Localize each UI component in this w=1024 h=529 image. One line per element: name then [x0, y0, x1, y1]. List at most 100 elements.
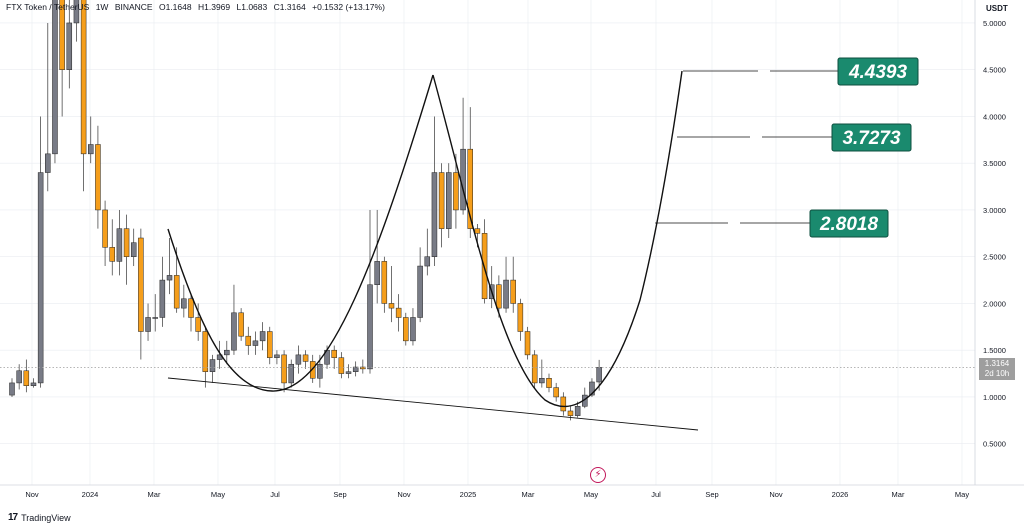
candle-up [424, 256, 431, 267]
candle-up [596, 367, 602, 383]
time-tick-label: 2024 [82, 490, 99, 499]
price-tick-label: 1.0000 [983, 393, 1006, 402]
candle-down [381, 261, 388, 304]
candle-up [295, 354, 302, 365]
candle-up [159, 279, 166, 318]
current-price-label: 1.3164 2d 10h [979, 358, 1015, 380]
candle-down [388, 303, 395, 309]
candle-down [331, 349, 337, 358]
candle-up [224, 349, 230, 356]
time-tick-label: Mar [148, 490, 161, 499]
candle-up [539, 378, 545, 384]
candle-down [553, 387, 559, 398]
candle-down [403, 317, 409, 342]
candle-down [338, 357, 345, 374]
candle-up [209, 359, 216, 372]
candle-up [417, 265, 423, 318]
support-trendline [167, 377, 699, 431]
candle-up [152, 317, 158, 319]
cup-curve-left [167, 74, 434, 392]
candle-up [345, 371, 352, 374]
candle-up [30, 382, 37, 386]
candle-down [245, 335, 252, 346]
ohlc-change: +0.1532 (+13.17%) [312, 2, 385, 12]
candle-down [267, 331, 273, 358]
time-tick-label: May [584, 490, 598, 499]
candle-down [309, 361, 316, 379]
candle-up [45, 153, 51, 173]
candle-down [138, 237, 144, 332]
candle-up [130, 242, 137, 257]
candle-up [166, 275, 173, 281]
candle-up [503, 279, 509, 309]
target-label: 2.8018 [819, 214, 879, 235]
time-tick-label: Sep [333, 490, 346, 499]
flash-icon[interactable]: ⚡ [590, 467, 606, 483]
target-box [831, 123, 912, 152]
candle-up [460, 148, 466, 211]
candle-up [431, 172, 438, 257]
candle-down [546, 378, 552, 388]
ohlc-close: C1.3164 [273, 2, 306, 12]
time-tick-label: Mar [522, 490, 535, 499]
symbol-name[interactable]: FTX Token / TetherUS [6, 2, 90, 12]
price-tick-label: 3.5000 [983, 159, 1006, 168]
candle-down [438, 172, 445, 229]
cup-curve-right [432, 70, 683, 408]
price-tick-label: 3.0000 [983, 206, 1006, 215]
candle-down [510, 279, 516, 304]
candle-down [195, 317, 201, 332]
candle-down [202, 331, 209, 372]
candle-down [453, 172, 459, 211]
candle-down [281, 354, 287, 384]
ohlc-high: H1.3969 [197, 2, 231, 12]
candle-up [352, 366, 359, 372]
current-price-value: 1.3164 [984, 359, 1010, 368]
candle-up [317, 363, 323, 379]
candle-up [88, 144, 94, 155]
grid-lines [0, 0, 975, 485]
candle-down [95, 144, 101, 211]
time-tick-label: Jul [651, 490, 661, 499]
target-label: 3.7273 [842, 128, 901, 149]
candle-down [517, 303, 524, 332]
candle-up [16, 370, 22, 384]
symbol-legend: FTX Token / TetherUS 1W BINANCE O1.1648 … [6, 2, 389, 12]
candle-up [52, 0, 58, 155]
tradingview-logo-icon: 17 [8, 512, 18, 523]
candle-up [145, 317, 151, 332]
ohlc-low: L1.0683 [236, 2, 268, 12]
price-tick-label: 0.5000 [983, 440, 1006, 449]
time-axis[interactable]: Nov 2024 Mar May Jul Sep Nov 2025 Mar May Jul Sep No… [0, 484, 1024, 499]
candle-down [395, 307, 402, 318]
time-tick-label: May [211, 490, 225, 499]
candle-up [252, 340, 259, 346]
candle-down [123, 228, 130, 257]
time-tick-label: 2025 [460, 490, 477, 499]
exchange: BINANCE [114, 2, 153, 12]
ohlc-open: O1.1648 [158, 2, 192, 12]
candlesticks [0, 0, 975, 421]
currency-unit[interactable]: USDT [986, 4, 1008, 13]
candle-up [116, 228, 123, 262]
candle-up [288, 363, 294, 384]
time-tick-label: Nov [397, 490, 411, 499]
candle-up [374, 261, 380, 285]
bar-countdown: 2d 10h [984, 369, 1010, 378]
candle-up [66, 22, 73, 70]
time-tick-label: Jul [270, 490, 280, 499]
candle-down [59, 0, 65, 70]
candle-down [109, 247, 115, 262]
candle-up [589, 381, 595, 396]
candle-up [73, 0, 80, 24]
price-axis[interactable]: 5.0000 4.5000 4.0000 3.5000 3.0000 2.5000 2.00… [974, 0, 1006, 485]
candle-up [181, 298, 187, 309]
target-box [809, 209, 889, 238]
tradingview-branding[interactable]: 17 TradingView [8, 512, 71, 523]
candle-up [274, 354, 280, 358]
price-tick-label: 2.0000 [983, 299, 1006, 308]
candle-down [80, 0, 87, 155]
candle-down [173, 275, 180, 309]
drawings [167, 70, 699, 431]
